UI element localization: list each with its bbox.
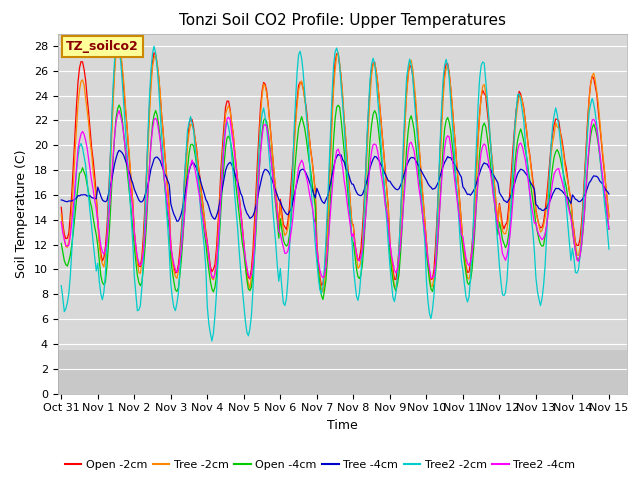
Tree -4cm	[72, 195, 80, 201]
Open -2cm	[372, 68, 380, 74]
Tree -4cm	[58, 197, 65, 203]
Tree -4cm	[173, 218, 180, 224]
Open -2cm	[390, 276, 398, 282]
Tree -2cm	[115, 38, 123, 44]
Line: Tree2 -2cm: Tree2 -2cm	[61, 42, 609, 341]
Open -4cm	[161, 182, 168, 188]
Open -2cm	[114, 38, 122, 44]
Tree2 -2cm	[208, 338, 216, 344]
Tree -2cm	[161, 148, 168, 154]
Open -2cm	[541, 209, 549, 215]
Tree2 -4cm	[161, 179, 168, 185]
Tree2 -2cm	[541, 264, 549, 270]
Open -4cm	[605, 226, 612, 232]
Line: Open -2cm: Open -2cm	[61, 41, 609, 285]
Tree2 -4cm	[209, 276, 217, 281]
Text: TZ_soilco2: TZ_soilco2	[66, 40, 139, 53]
Open -2cm	[317, 282, 325, 288]
Tree2 -4cm	[372, 143, 380, 148]
Tree2 -2cm	[403, 75, 410, 81]
Tree -4cm	[115, 147, 123, 153]
Tree -2cm	[372, 67, 380, 73]
Open -4cm	[115, 102, 123, 108]
Line: Tree -4cm: Tree -4cm	[61, 150, 609, 221]
Y-axis label: Soil Temperature (C): Soil Temperature (C)	[15, 149, 28, 278]
Open -2cm	[58, 204, 65, 210]
Line: Tree -2cm: Tree -2cm	[61, 41, 609, 292]
Open -4cm	[72, 197, 80, 203]
Tree2 -2cm	[161, 180, 168, 186]
Tree -4cm	[372, 154, 380, 160]
Tree -4cm	[390, 185, 398, 191]
Tree2 -2cm	[372, 76, 380, 82]
Tree2 -4cm	[403, 164, 410, 169]
Tree2 -2cm	[390, 299, 398, 304]
Tree -2cm	[72, 126, 80, 132]
Tree -2cm	[403, 93, 410, 98]
Tree -2cm	[58, 211, 65, 217]
Tree2 -4cm	[115, 108, 123, 113]
Line: Tree2 -4cm: Tree2 -4cm	[61, 110, 609, 278]
Line: Open -4cm: Open -4cm	[61, 105, 609, 300]
Tree2 -4cm	[390, 267, 398, 273]
Tree -4cm	[403, 163, 410, 168]
Open -2cm	[605, 213, 612, 219]
Tree -2cm	[319, 289, 327, 295]
Tree2 -2cm	[72, 170, 80, 176]
Legend: Open -2cm, Tree -2cm, Open -4cm, Tree -4cm, Tree2 -2cm, Tree2 -4cm: Open -2cm, Tree -2cm, Open -4cm, Tree -4…	[60, 456, 580, 474]
Tree2 -2cm	[114, 39, 122, 45]
Tree2 -4cm	[541, 231, 549, 237]
Tree2 -4cm	[72, 167, 80, 172]
Open -4cm	[541, 232, 549, 238]
Title: Tonzi Soil CO2 Profile: Upper Temperatures: Tonzi Soil CO2 Profile: Upper Temperatur…	[179, 13, 506, 28]
Open -2cm	[72, 104, 80, 109]
Open -4cm	[58, 240, 65, 246]
Tree2 -4cm	[605, 227, 612, 232]
Tree2 -2cm	[605, 246, 612, 252]
Tree2 -2cm	[58, 283, 65, 288]
Open -2cm	[403, 88, 410, 94]
Open -4cm	[390, 285, 398, 290]
Open -4cm	[403, 146, 410, 152]
Open -4cm	[319, 297, 327, 302]
Tree2 -4cm	[58, 219, 65, 225]
Tree -4cm	[541, 206, 549, 212]
X-axis label: Time: Time	[327, 419, 358, 432]
Tree -4cm	[605, 191, 612, 197]
Tree -2cm	[390, 284, 398, 290]
Tree -2cm	[605, 216, 612, 222]
Tree -2cm	[541, 215, 549, 221]
Bar	[58, 350, 627, 394]
Open -4cm	[372, 111, 380, 117]
Open -2cm	[161, 150, 168, 156]
Tree -4cm	[161, 171, 168, 177]
